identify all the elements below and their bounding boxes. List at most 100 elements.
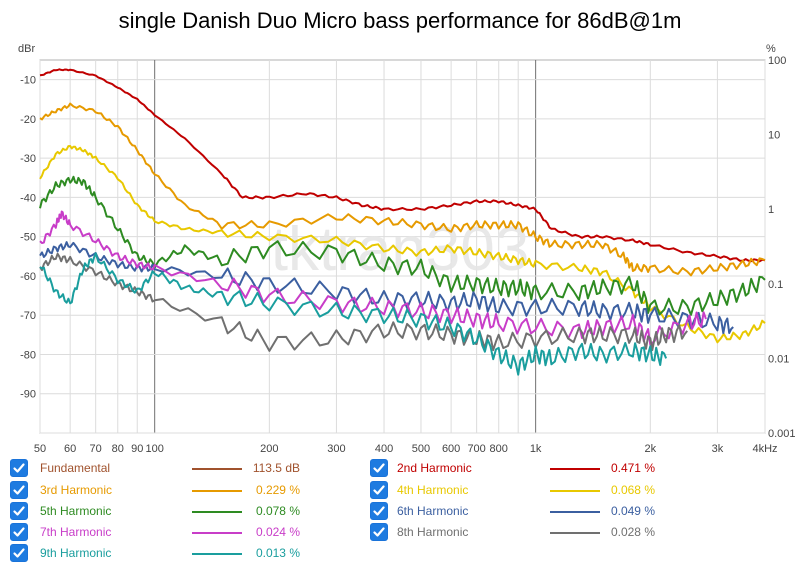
- legend-label: 5th Harmonic: [40, 504, 112, 518]
- series-line-4: [39, 145, 766, 344]
- series-line-9: [39, 252, 668, 376]
- legend-label: Fundamental: [40, 461, 111, 475]
- y-left-tick-label: -30: [20, 153, 36, 165]
- legend-value: 0.078 %: [255, 504, 300, 518]
- y-left-tick-label: -70: [20, 310, 36, 322]
- legend-item: 2nd Harmonic 0.471 %: [0, 457, 800, 479]
- legend-value: 0.013 %: [255, 546, 300, 560]
- y-right-tick-label: 0.001: [768, 428, 796, 440]
- series-line-5: [39, 175, 766, 316]
- legend-swatch: [550, 490, 600, 492]
- legend-value: 0.024 %: [255, 525, 300, 539]
- y-left-axis-label: dBr: [18, 43, 35, 55]
- x-tick-label: 3k: [712, 443, 724, 455]
- x-tick-label: 400: [375, 443, 393, 455]
- axes: -10 -20 -30 -40 -50 -60 -70 -80 -90 100 10 1 0.1 0.01…: [18, 43, 796, 455]
- harmonic-distortion-chart: tktran303 -10-20-30-40-50-60-70-80-90100…: [18, 43, 796, 455]
- y-right-tick-label: 10: [768, 130, 780, 142]
- chart-title: single Danish Duo Micro bass performance…: [118, 8, 682, 33]
- legend-swatch: [192, 468, 242, 470]
- y-left-tick-label: -60: [20, 271, 36, 283]
- x-tick-label: 90: [131, 443, 143, 455]
- legend-value: 0.471 %: [610, 461, 655, 475]
- legend-checkbox[interactable]: [370, 481, 388, 499]
- legend-swatch: [550, 532, 600, 534]
- watermark: tktran303: [271, 215, 530, 284]
- legend-checkbox[interactable]: [10, 523, 28, 541]
- y-left-tick-label: -90: [20, 389, 36, 401]
- legend-value: 113.5 dB: [252, 461, 300, 475]
- legend-item: Fundamental 113.5 dB: [0, 457, 800, 479]
- watermark-text: tktran303: [271, 215, 530, 284]
- legend-item: 3rd Harmonic 0.229 %: [0, 479, 800, 501]
- legend-checkbox[interactable]: [370, 502, 388, 520]
- legend-checkbox[interactable]: [10, 459, 28, 477]
- legend-checkbox[interactable]: [10, 481, 28, 499]
- check-icon: [373, 463, 385, 473]
- check-icon: [373, 485, 385, 495]
- legend-swatch: [192, 490, 242, 492]
- x-tick-label: 800: [490, 443, 508, 455]
- x-tick-label: 700: [467, 443, 485, 455]
- legend-checkbox[interactable]: [10, 502, 28, 520]
- check-icon: [373, 527, 385, 537]
- legend-value: 0.028 %: [610, 525, 655, 539]
- series-line-8: [39, 252, 688, 352]
- legend-checkbox[interactable]: [10, 544, 28, 562]
- x-tick-label: 1k: [530, 443, 542, 455]
- legend-checkbox[interactable]: [370, 459, 388, 477]
- plot-area: [39, 59, 766, 434]
- check-icon: [13, 485, 25, 495]
- legend-value: 0.068 %: [610, 483, 655, 497]
- check-icon: [13, 527, 25, 537]
- check-icon: [13, 506, 25, 516]
- legend-value: 0.049 %: [610, 504, 655, 518]
- x-tick-label: 500: [412, 443, 430, 455]
- x-tick-label: 200: [260, 443, 278, 455]
- y-right-tick-label: 100: [768, 55, 786, 67]
- x-tick-label: 60: [64, 443, 76, 455]
- legend-item: 8th Harmonic 0.028 %: [0, 521, 800, 543]
- x-tick-label: 100: [146, 443, 164, 455]
- legend-swatch: [192, 511, 242, 513]
- series-line-3: [39, 102, 766, 277]
- y-right-tick-label: 0.01: [768, 353, 789, 365]
- legend-swatch: [192, 553, 242, 555]
- legend-item: 7th Harmonic 0.024 %: [0, 521, 800, 543]
- legend-label: 7th Harmonic: [40, 525, 112, 539]
- legend-label: 2nd Harmonic: [397, 461, 472, 475]
- y-right-tick-label: 0.1: [768, 279, 783, 291]
- legend-swatch: [550, 468, 600, 470]
- legend-label: 3rd Harmonic: [40, 483, 113, 497]
- legend-item: 5th Harmonic 0.078 %: [0, 500, 800, 522]
- y-left-tick-label: -50: [20, 232, 36, 244]
- x-tick-label: 300: [327, 443, 345, 455]
- legend-item: 9th Harmonic 0.013 %: [0, 542, 800, 564]
- legend-swatch: [192, 532, 242, 534]
- series-lines: [39, 68, 766, 376]
- check-icon: [13, 463, 25, 473]
- y-left-tick-label: -20: [20, 114, 36, 126]
- x-tick-label: 70: [90, 443, 102, 455]
- x-tick-label: 4kHz: [752, 443, 777, 455]
- legend-label: 6th Harmonic: [397, 504, 469, 518]
- legend-label: 8th Harmonic: [397, 525, 469, 539]
- check-icon: [373, 506, 385, 516]
- y-right-axis-label: %: [766, 43, 776, 55]
- y-left-tick-label: -10: [20, 75, 36, 87]
- y-left-tick-label: -80: [20, 349, 36, 361]
- x-tick-label: 50: [34, 443, 46, 455]
- legend-label: 9th Harmonic: [40, 546, 112, 560]
- legend-value: 0.229 %: [255, 483, 300, 497]
- x-tick-label: 600: [442, 443, 460, 455]
- x-tick-label: 80: [112, 443, 124, 455]
- legend-label: 4th Harmonic: [397, 483, 469, 497]
- legend-item: 4th Harmonic 0.068 %: [0, 479, 800, 501]
- y-right-tick-label: 1: [768, 204, 774, 216]
- legend-item: 6th Harmonic 0.049 %: [0, 500, 800, 522]
- y-left-tick-label: -40: [20, 192, 36, 204]
- series-line-7: [39, 210, 707, 346]
- legend-checkbox[interactable]: [370, 523, 388, 541]
- check-icon: [13, 548, 25, 558]
- x-tick-label: 2k: [645, 443, 657, 455]
